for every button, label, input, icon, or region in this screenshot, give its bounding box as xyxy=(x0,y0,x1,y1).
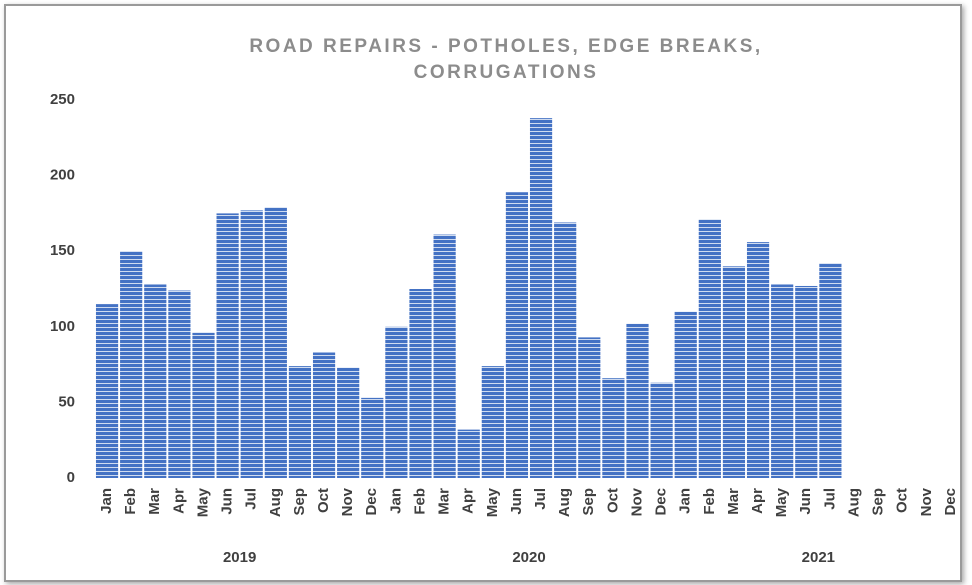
x-tick-label: Mar xyxy=(725,488,742,515)
bar xyxy=(95,304,119,478)
x-tick-label: Sep xyxy=(580,488,597,516)
y-tick-label: 150 xyxy=(50,242,75,259)
x-tick-label: Jun xyxy=(797,488,814,515)
x-tick-label: May xyxy=(194,487,211,517)
bar xyxy=(578,337,601,478)
x-tick-label: Aug xyxy=(845,488,862,517)
x-tick-label: Apr xyxy=(460,488,477,514)
bar xyxy=(288,366,312,478)
bar xyxy=(602,378,625,478)
x-tick-label: Apr xyxy=(170,488,187,514)
bar xyxy=(698,219,721,478)
x-tick-label: Feb xyxy=(411,488,428,515)
group-label: 2020 xyxy=(512,549,545,566)
x-tick-label: Jun xyxy=(219,488,236,515)
bar xyxy=(361,397,384,478)
bar xyxy=(795,285,818,478)
x-tick-label: Jul xyxy=(821,488,838,510)
y-tick-label: 200 xyxy=(50,167,75,184)
x-tick-label: Jan xyxy=(98,488,115,514)
x-tick-label: Aug xyxy=(267,488,284,517)
bar xyxy=(216,213,239,478)
x-tick-label: Oct xyxy=(315,488,332,513)
y-tick-label: 100 xyxy=(50,318,75,335)
x-tick-label: Sep xyxy=(291,488,308,516)
bar xyxy=(409,289,432,478)
x-tick-label: Jul xyxy=(243,488,260,510)
x-tick-label: Nov xyxy=(339,487,356,516)
x-tick-label: Dec xyxy=(363,488,380,516)
y-tick-label: 50 xyxy=(58,393,75,410)
bar xyxy=(771,284,794,478)
x-tick-label: Apr xyxy=(749,488,766,514)
x-tick-label: Mar xyxy=(436,488,453,515)
x-tick-label: Dec xyxy=(653,488,670,516)
group-label: 2021 xyxy=(802,549,835,566)
bar xyxy=(144,284,167,478)
y-tick-label: 250 xyxy=(50,91,75,108)
bar xyxy=(240,210,263,478)
bar xyxy=(626,323,649,478)
x-tick-label: Oct xyxy=(894,488,911,513)
x-tick-label: Jan xyxy=(387,488,404,514)
bar xyxy=(264,207,287,479)
bar xyxy=(674,311,697,478)
bar xyxy=(433,234,456,478)
x-tick-label: Dec xyxy=(942,488,959,516)
bar xyxy=(481,366,504,478)
bar xyxy=(337,367,360,478)
x-tick-label: Nov xyxy=(628,487,645,516)
bar xyxy=(457,429,480,478)
x-tick-label: Feb xyxy=(701,488,718,515)
x-tick-label: Oct xyxy=(604,488,621,513)
y-tick-label: 0 xyxy=(67,469,75,486)
bar xyxy=(192,332,215,478)
bar xyxy=(746,242,770,478)
bar xyxy=(168,290,191,478)
bar xyxy=(722,266,746,478)
bar xyxy=(554,222,577,478)
bar xyxy=(650,382,673,478)
bar xyxy=(529,118,553,479)
x-tick-label: Feb xyxy=(122,488,139,515)
x-tick-label: May xyxy=(773,487,790,517)
bar xyxy=(819,263,842,478)
x-tick-label: May xyxy=(484,487,501,517)
x-tick-label: Nov xyxy=(918,487,935,516)
group-label: 2019 xyxy=(223,549,256,566)
bar xyxy=(120,251,143,478)
x-tick-label: Jan xyxy=(677,488,694,514)
bar xyxy=(385,326,408,478)
x-tick-label: Jul xyxy=(532,488,549,510)
x-tick-label: Sep xyxy=(870,488,887,516)
bar xyxy=(312,352,336,478)
bar xyxy=(505,192,529,478)
chart-title: ROAD REPAIRS - POTHOLES, EDGE BREAKS, CO… xyxy=(249,36,763,83)
x-tick-label: Aug xyxy=(556,488,573,517)
x-tick-label: Mar xyxy=(146,488,163,515)
x-tick-label: Jun xyxy=(508,488,525,515)
